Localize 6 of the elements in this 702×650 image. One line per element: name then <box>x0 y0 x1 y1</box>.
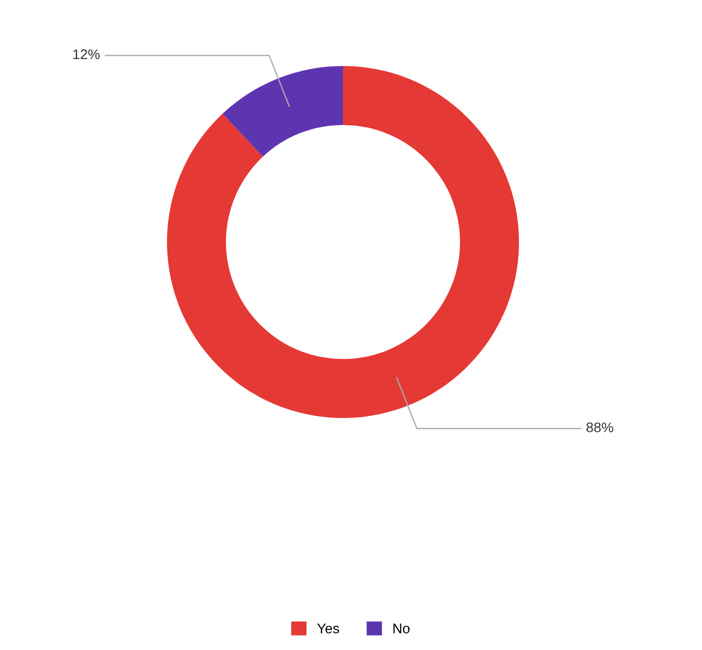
donut-slice <box>167 66 519 418</box>
data-label: 88% <box>586 422 614 432</box>
data-label: 12% <box>73 49 100 60</box>
legend-label: No <box>393 624 410 634</box>
legend-label: Yes <box>317 624 340 634</box>
donut-slice <box>222 66 343 157</box>
